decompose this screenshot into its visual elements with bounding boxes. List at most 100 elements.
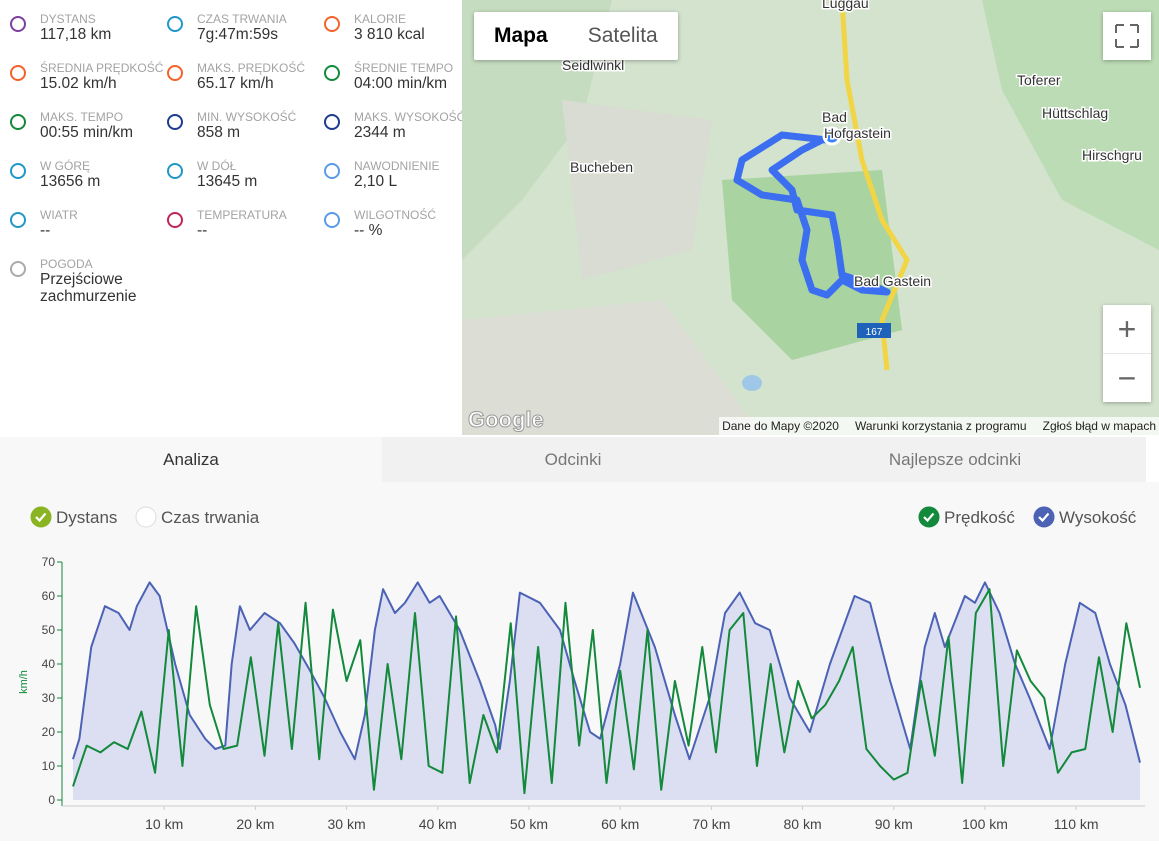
stat-icon bbox=[167, 65, 183, 81]
check-mark bbox=[1038, 512, 1050, 523]
map-type-switch: Mapa Satelita bbox=[474, 12, 678, 60]
y-tick-label: 0 bbox=[48, 793, 55, 807]
stat-icon bbox=[324, 163, 340, 179]
toggle-check[interactable] bbox=[918, 506, 940, 528]
map-tab[interactable]: Mapa bbox=[494, 24, 548, 47]
stat-label: KALORIE bbox=[354, 12, 407, 26]
stat-value: 3 810 kcal bbox=[354, 26, 425, 43]
y-tick-label: 40 bbox=[42, 657, 56, 671]
stat-label: MAKS. PRĘDKOŚĆ bbox=[197, 61, 306, 75]
chart-panel: Dystans Czas trwania Prędkość Wysokość 0 10 20… bbox=[0, 482, 1159, 841]
stat: MAKS. TEMPO 00:55 min/km bbox=[10, 110, 190, 141]
y-tick-label: 30 bbox=[42, 691, 56, 705]
stat-value: 117,18 km bbox=[40, 26, 112, 43]
map-footer-link[interactable]: Dane do Mapy ©2020 bbox=[722, 419, 839, 433]
x-tick-label: 80 km bbox=[784, 816, 822, 832]
check-mark bbox=[35, 512, 47, 523]
legend-label[interactable]: Wysokość bbox=[1059, 508, 1137, 527]
area-fill bbox=[73, 582, 1140, 800]
tab[interactable]: Analiza bbox=[0, 437, 382, 482]
toggle-label[interactable]: Czas trwania bbox=[161, 508, 260, 527]
fullscreen-button[interactable] bbox=[1103, 12, 1151, 60]
check-mark bbox=[923, 512, 935, 523]
toggle-check[interactable] bbox=[135, 506, 157, 528]
x-tick-label: 100 km bbox=[962, 816, 1008, 832]
series-line bbox=[72, 581, 1141, 763]
x-tick-label: 110 km bbox=[1054, 816, 1099, 832]
stat-icon bbox=[324, 16, 340, 32]
stat-value: 2,10 L bbox=[354, 173, 398, 190]
stat-icon bbox=[324, 212, 340, 228]
stat-icon bbox=[167, 212, 183, 228]
toggle-check[interactable] bbox=[30, 506, 52, 528]
zoom-out[interactable]: − bbox=[1103, 353, 1151, 402]
map[interactable]: Luggau Seidlwinkl Toferer Hüttschlag Hirschg… bbox=[462, 0, 1159, 435]
y-tick-label: 50 bbox=[42, 623, 56, 637]
map-footer-link[interactable]: Warunki korzystania z programu bbox=[854, 419, 1027, 433]
map-tab[interactable]: Satelita bbox=[587, 24, 658, 47]
map-footer-link[interactable]: Zgłoś błąd w mapach bbox=[1042, 419, 1156, 433]
stat-value: 2344 m bbox=[354, 124, 406, 141]
stat-value: 7g:47m:59s bbox=[197, 26, 278, 43]
stat-value: 04:00 min/km bbox=[354, 75, 448, 92]
tab[interactable]: Najlepsze odcinki bbox=[888, 450, 1022, 469]
stat: WILGOTNOŚĆ -- % bbox=[324, 208, 504, 239]
stat: W DÓŁ 13645 m bbox=[167, 159, 347, 190]
y-tick-label: 20 bbox=[42, 725, 56, 739]
place-label: Bucheben bbox=[570, 159, 633, 175]
map-canvas: Luggau Seidlwinkl Toferer Hüttschlag Hirschg… bbox=[462, 0, 1159, 435]
toggle-check[interactable] bbox=[1033, 506, 1055, 528]
zoom-in[interactable]: + bbox=[1117, 311, 1137, 347]
tab-bar: Analiza Odcinki Najlepsze odcinki bbox=[0, 437, 1146, 482]
stat-value: 13645 m bbox=[197, 173, 258, 190]
stat-value: -- bbox=[40, 222, 51, 239]
y-tick-label: 70 bbox=[42, 555, 56, 569]
place-label: Bad bbox=[822, 109, 847, 125]
y-tick-label: 60 bbox=[42, 589, 56, 603]
y-tick-label: 10 bbox=[42, 759, 56, 773]
map-logo: Google bbox=[468, 407, 544, 432]
stat-icon bbox=[324, 65, 340, 81]
stat-icon bbox=[10, 65, 26, 81]
place-label: Luggau bbox=[822, 0, 869, 11]
stat: DYSTANS 117,18 km bbox=[10, 12, 190, 43]
stat: ŚREDNIE TEMPO 04:00 min/km bbox=[324, 61, 504, 92]
stat: WIATR -- bbox=[10, 208, 190, 239]
stat: MAKS. PRĘDKOŚĆ 65.17 km/h bbox=[167, 61, 347, 92]
stat-label: W DÓŁ bbox=[197, 159, 237, 173]
stats-panel: DYSTANS 117,18 km CZAS TRWANIA 7g:47m:59s KA… bbox=[0, 0, 465, 435]
fullscreen-icon bbox=[1115, 24, 1139, 48]
stat-value: 13656 m bbox=[40, 173, 101, 190]
stat-value: 00:55 min/km bbox=[40, 124, 134, 141]
stat: NAWODNIENIE 2,10 L bbox=[324, 159, 504, 190]
stat-label: MAKS. WYSOKOŚĆ bbox=[354, 110, 466, 124]
stat-label: ŚREDNIA PRĘDKOŚĆ bbox=[40, 61, 164, 75]
x-tick-label: 60 km bbox=[601, 816, 639, 832]
x-tick-label: 30 km bbox=[328, 816, 366, 832]
stat-icon bbox=[10, 163, 26, 179]
stat: KALORIE 3 810 kcal bbox=[324, 12, 504, 43]
stat-label: MIN. WYSOKOŚĆ bbox=[197, 110, 297, 124]
stat-label: DYSTANS bbox=[40, 12, 96, 26]
road-number: 167 bbox=[866, 327, 883, 338]
x-tick-label: 40 km bbox=[419, 816, 457, 832]
place-label: Hofgastein bbox=[824, 125, 891, 141]
stat: ŚREDNIA PRĘDKOŚĆ 15.02 km/h bbox=[10, 61, 190, 92]
legend-label[interactable]: Prędkość bbox=[944, 508, 1015, 527]
stat-icon bbox=[10, 212, 26, 228]
x-tick-label: 90 km bbox=[875, 816, 913, 832]
x-tick-label: 50 km bbox=[510, 816, 548, 832]
stat-label: WILGOTNOŚĆ bbox=[354, 208, 437, 222]
place-label: Hirschgru bbox=[1082, 147, 1142, 163]
toggle-label[interactable]: Dystans bbox=[56, 508, 117, 527]
tab[interactable]: Odcinki bbox=[544, 450, 602, 469]
chart: Dystans Czas trwania Prędkość Wysokość 0 10 20… bbox=[18, 506, 1145, 832]
stat-icon bbox=[10, 16, 26, 32]
stat-value: -- % bbox=[354, 222, 383, 239]
stat: TEMPERATURA -- bbox=[167, 208, 347, 239]
stat-label: WIATR bbox=[40, 208, 78, 222]
stat-icon bbox=[324, 114, 340, 130]
x-tick-label: 10 km bbox=[145, 816, 183, 832]
stat-label: ŚREDNIE TEMPO bbox=[354, 61, 454, 75]
